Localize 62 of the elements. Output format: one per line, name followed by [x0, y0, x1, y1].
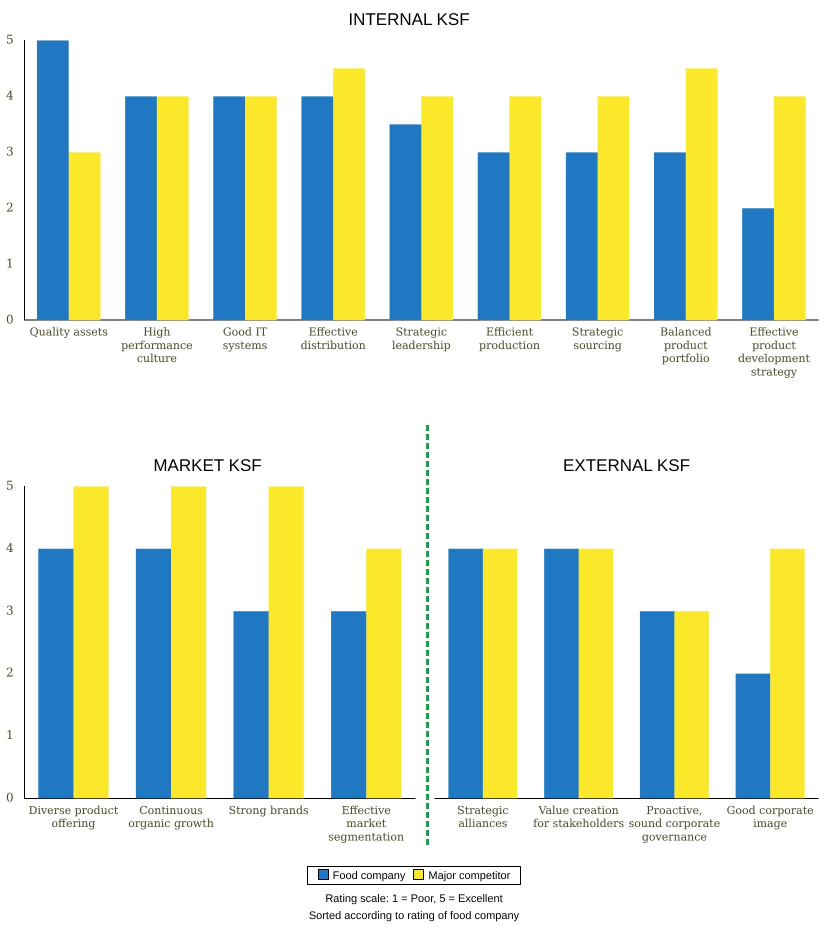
- chart-title: INTERNAL KSF: [348, 10, 470, 29]
- y-tick-label: 2: [6, 200, 14, 214]
- x-tick-label: Effective distribution: [300, 326, 366, 352]
- text: Sorted according to rating of food company: [308, 910, 520, 922]
- x-tick-label: Effective product development strategy: [738, 326, 810, 378]
- bar: [301, 96, 334, 320]
- x-tick-label: Proactive, sound corporate governance: [628, 804, 720, 844]
- bar: [654, 152, 686, 320]
- y-tick-label: 1: [6, 256, 14, 270]
- chart-title: EXTERNAL KSF: [563, 456, 690, 475]
- bar: [36, 40, 69, 320]
- y-tick-label: 2: [6, 666, 14, 680]
- x-tick-label: Strong brands: [228, 804, 310, 817]
- x-tick-label: Strategic alliances: [457, 804, 509, 830]
- bar: [331, 611, 366, 798]
- text: Rating scale: 1 = Poor, 5 = Excellent: [324, 893, 504, 905]
- bar: [245, 96, 277, 320]
- bar: [774, 96, 806, 320]
- bar: [478, 152, 510, 320]
- y-tick-label: 0: [6, 790, 14, 805]
- y-tick-label: 5: [6, 32, 14, 47]
- bar: [686, 68, 718, 320]
- y-tick-label: 4: [6, 88, 14, 102]
- x-tick-label: Value creation for stakeholders: [533, 804, 624, 830]
- bar: [213, 96, 246, 320]
- y-tick-label: 3: [6, 144, 14, 158]
- x-tick-label: Good corporate image: [726, 804, 814, 830]
- y-tick-label: 5: [6, 478, 14, 493]
- x-tick-label: High performance culture: [121, 326, 193, 366]
- x-tick-label: Strategic leadership: [392, 326, 451, 352]
- bar: [136, 548, 172, 798]
- x-tick-label: Effective market segmentation: [328, 804, 404, 844]
- bar: [68, 152, 100, 320]
- x-tick-label: Quality assets: [30, 326, 108, 339]
- bar: [38, 548, 74, 798]
- x-tick-label: Diverse product offering: [28, 804, 119, 830]
- bar: [421, 96, 454, 320]
- y-tick-label: 3: [6, 603, 14, 618]
- x-tick-label: Efficient production: [479, 326, 540, 352]
- bar: [125, 96, 157, 320]
- bar: [233, 611, 269, 798]
- bar: [509, 96, 542, 320]
- bar: [171, 486, 206, 798]
- x-tick-label: Strategic sourcing: [572, 326, 624, 352]
- bar: [333, 68, 365, 320]
- x-tick-label: Continuous organic growth: [128, 804, 214, 830]
- y-tick-label: 4: [6, 540, 14, 555]
- y-tick-label: 0: [6, 312, 14, 326]
- bar: [366, 548, 402, 798]
- bar: [598, 96, 630, 320]
- bar: [268, 486, 304, 798]
- legend-label: Major competitor: [427, 869, 510, 882]
- chart-title: MARKET KSF: [153, 456, 262, 475]
- bar: [390, 124, 422, 320]
- bar: [566, 152, 598, 320]
- legend-label: Food company: [332, 869, 406, 882]
- bar: [742, 208, 774, 320]
- x-tick-label: Good IT systems: [222, 326, 268, 352]
- bar: [73, 486, 109, 798]
- y-tick-label: 1: [6, 728, 14, 742]
- bar: [156, 96, 189, 320]
- x-tick-label: Balanced product portfolio: [660, 326, 712, 366]
